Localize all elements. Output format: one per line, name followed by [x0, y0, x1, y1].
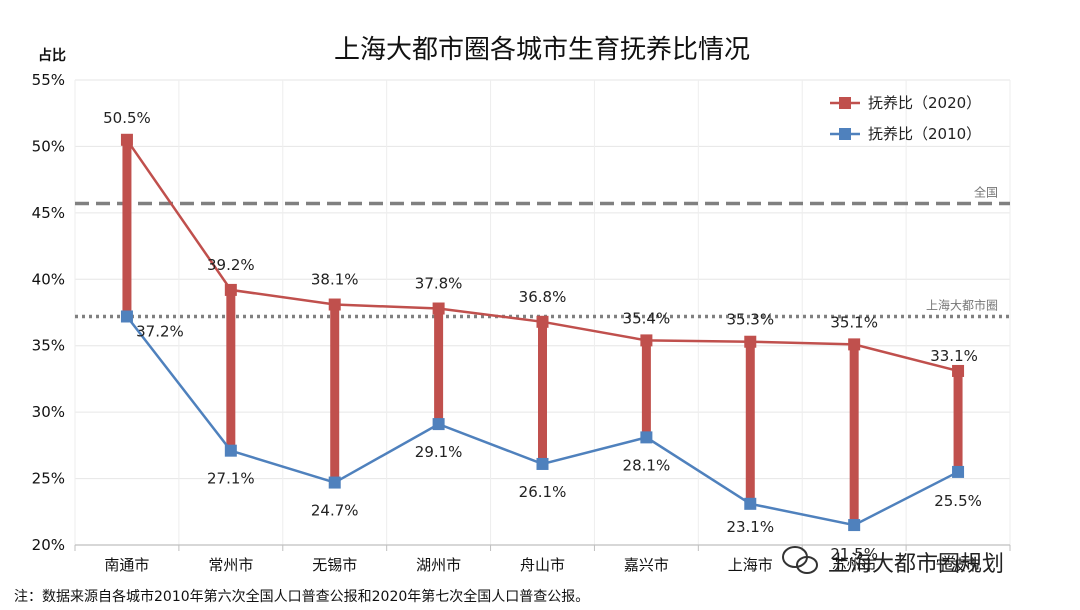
data-label-2010: 37.2%	[136, 322, 184, 340]
series-marker	[120, 310, 133, 323]
data-label-2010: 28.1%	[623, 456, 671, 474]
data-label-2010: 25.5%	[934, 492, 982, 510]
data-label-2010: 27.1%	[207, 470, 255, 488]
data-labels: 50.5% 39.2% 38.1% 37.8% 36.8% 35.4% 35.3% 35.1%…	[103, 109, 982, 563]
legend-label: 抚养比（2010）	[868, 125, 981, 143]
data-label-2020: 33.1%	[930, 347, 978, 365]
legend-marker	[839, 97, 851, 109]
series-marker	[536, 315, 549, 328]
x-tick-label: 苏州市	[832, 556, 877, 574]
grid	[74, 79, 1011, 546]
data-label-2020: 35.1%	[830, 313, 878, 331]
data-label-2020: 35.3%	[726, 311, 774, 329]
legend: 抚养比（2020） 抚养比（2010）	[830, 94, 981, 143]
y-axis-label: 占比	[38, 47, 66, 64]
series-marker	[432, 302, 445, 315]
data-label-2010: 29.1%	[415, 443, 463, 461]
x-tick-label: 湖州市	[416, 556, 461, 574]
x-axis: 南通市 常州市 无锡市 湖州市 舟山市 嘉兴市 上海市 苏州市 宁波市	[74, 544, 1011, 574]
y-tick-label: 20%	[32, 536, 65, 554]
series-marker	[744, 335, 757, 348]
footnote: 注：数据来源自各城市2010年第六次全国人口普查公报和2020年第七次全国人口普…	[14, 588, 589, 605]
data-label-2020: 37.8%	[415, 275, 463, 293]
data-label-2010: 26.1%	[519, 483, 567, 501]
y-tick-label: 50%	[32, 137, 65, 155]
legend-label: 抚养比（2020）	[868, 94, 981, 112]
y-tick-label: 35%	[32, 337, 65, 355]
series-marker	[120, 133, 133, 146]
series-marker	[328, 298, 341, 311]
x-tick-label: 无锡市	[312, 556, 357, 574]
data-label-2010: 21.5%	[830, 545, 878, 563]
x-tick-label: 上海市	[728, 556, 773, 574]
data-label-2020: 50.5%	[103, 109, 151, 127]
series-marker	[328, 476, 341, 489]
x-tick-label: 宁波市	[936, 556, 981, 574]
reference-line-label: 上海大都市圈	[926, 297, 998, 312]
legend-marker	[839, 128, 851, 140]
series-markers	[120, 133, 965, 532]
x-tick-label: 常州市	[208, 556, 253, 574]
y-tick-label: 45%	[32, 204, 65, 222]
y-tick-label: 55%	[32, 71, 65, 89]
x-tick-label: 南通市	[104, 556, 149, 574]
wechat-icon	[782, 546, 818, 574]
series-marker	[640, 431, 653, 444]
data-label-2020: 35.4%	[623, 309, 671, 327]
series-marker	[952, 465, 965, 478]
y-tick-labels: 20% 25% 30% 35% 40% 45% 50% 55%	[32, 71, 65, 554]
data-label-2010: 24.7%	[311, 502, 359, 520]
series-marker	[224, 283, 237, 296]
series-marker	[848, 338, 861, 351]
y-tick-label: 40%	[32, 270, 65, 288]
data-label-2020: 36.8%	[519, 288, 567, 306]
chart-title: 上海大都市圈各城市生育抚养比情况	[334, 35, 750, 65]
x-tick-label: 舟山市	[520, 556, 565, 574]
series-marker	[432, 418, 445, 431]
reference-line-label: 全国	[974, 185, 998, 200]
series-marker	[536, 457, 549, 470]
y-tick-label: 30%	[32, 403, 65, 421]
watermark-text: 上海大都市圈规划	[828, 552, 1004, 577]
series-marker	[224, 444, 237, 457]
x-tick-label: 嘉兴市	[624, 556, 669, 574]
data-label-2020: 39.2%	[207, 256, 255, 274]
data-label-2010: 23.1%	[726, 518, 774, 536]
y-tick-label: 25%	[32, 470, 65, 488]
data-label-2020: 38.1%	[311, 271, 359, 289]
series-marker	[848, 519, 861, 532]
series-marker	[952, 364, 965, 377]
connector-bars	[122, 139, 963, 526]
series-marker	[744, 497, 757, 510]
series-marker	[640, 334, 653, 347]
